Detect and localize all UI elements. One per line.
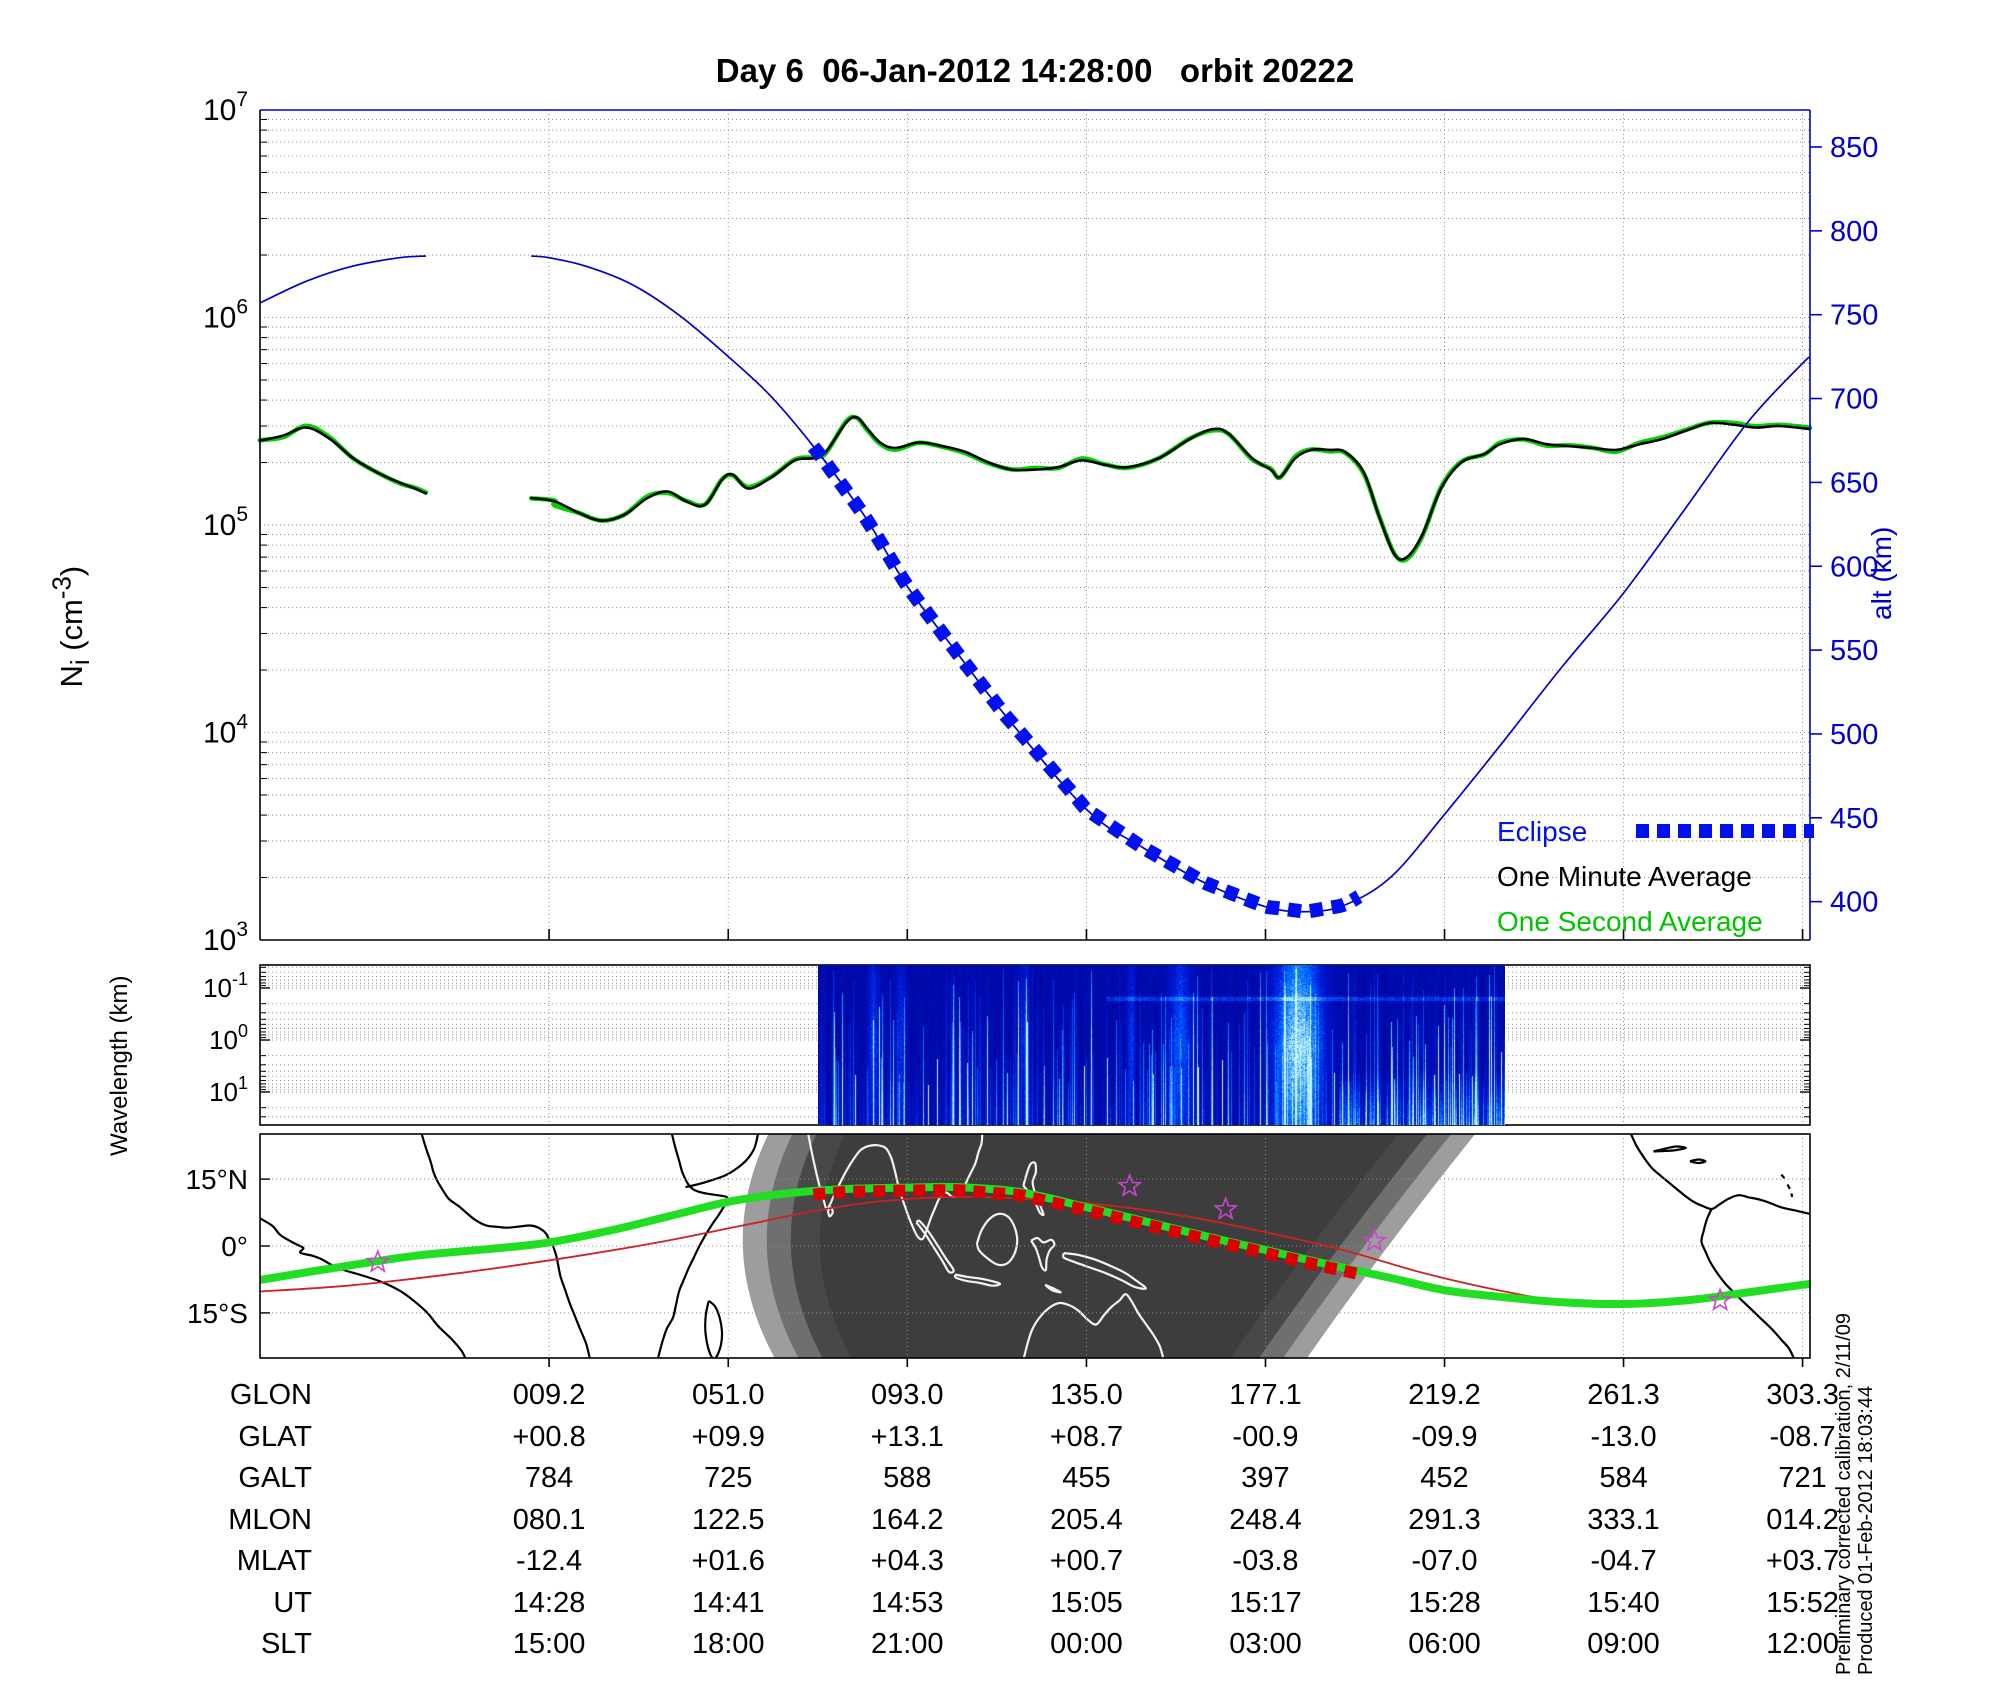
table-cell: 009.2 bbox=[512, 1379, 586, 1411]
altitude-tick-label: 400 bbox=[1830, 887, 1878, 919]
table-row-label: UT bbox=[273, 1586, 312, 1619]
table-cell: 219.2 bbox=[1408, 1379, 1481, 1411]
legend-eclipse-dash-sample bbox=[1636, 824, 1814, 838]
table-cell: -00.9 bbox=[1232, 1420, 1299, 1453]
table-row-label: GLON bbox=[229, 1379, 312, 1411]
table-cell: 784 bbox=[524, 1462, 574, 1494]
table-cell: 452 bbox=[1420, 1462, 1469, 1494]
table-row-label: SLT bbox=[260, 1628, 312, 1660]
table-cell: 333.1 bbox=[1587, 1503, 1660, 1536]
table-cell: 248.4 bbox=[1229, 1503, 1302, 1536]
table-cell: -13.0 bbox=[1590, 1420, 1657, 1453]
table-cell: 177.1 bbox=[1229, 1379, 1302, 1411]
map-lat-label: 15°S bbox=[187, 1298, 248, 1329]
table-cell: 06:00 bbox=[1408, 1628, 1481, 1660]
table-cell: 093.0 bbox=[870, 1379, 944, 1411]
table-row-label: GALT bbox=[238, 1462, 312, 1494]
map-lat-label: 0° bbox=[221, 1231, 248, 1262]
table-cell: +09.9 bbox=[691, 1420, 765, 1453]
table-cell: +03.7 bbox=[1765, 1545, 1840, 1577]
table-cell: 721 bbox=[1778, 1462, 1827, 1494]
legend-eclipse: Eclipse bbox=[1497, 816, 1588, 847]
table-cell: 21:00 bbox=[870, 1628, 944, 1660]
table-cell: 164.2 bbox=[870, 1503, 944, 1536]
table-cell: -07.0 bbox=[1411, 1545, 1478, 1577]
table-row-label: MLON bbox=[228, 1503, 312, 1536]
table-cell: 15:05 bbox=[1050, 1586, 1123, 1619]
table-cell: +13.1 bbox=[870, 1420, 944, 1453]
density-tick-label: 104 bbox=[203, 711, 248, 750]
table-cell: 18:00 bbox=[691, 1628, 765, 1660]
table-cell: 15:28 bbox=[1408, 1586, 1481, 1619]
table-cell: 397 bbox=[1241, 1462, 1290, 1494]
table-cell: 588 bbox=[883, 1462, 932, 1494]
table-cell: +01.6 bbox=[691, 1545, 765, 1577]
wavelength-tick-label: 101 bbox=[209, 1073, 248, 1107]
table-row-label: MLAT bbox=[236, 1545, 312, 1577]
altitude-tick-label: 800 bbox=[1830, 216, 1878, 248]
table-cell: -09.9 bbox=[1411, 1420, 1478, 1453]
page-title: Day 6 06-Jan-2012 14:28:00 orbit 20222 bbox=[715, 52, 1355, 89]
wavelength-tick-label: 100 bbox=[209, 1021, 248, 1055]
table-cell: 584 bbox=[1599, 1462, 1648, 1494]
altitude-tick-label: 750 bbox=[1830, 300, 1878, 332]
table-cell: 15:52 bbox=[1766, 1586, 1839, 1619]
legend-one-second: One Second Average bbox=[1497, 906, 1763, 937]
table-cell: 15:40 bbox=[1587, 1586, 1660, 1619]
table-cell: 15:00 bbox=[512, 1628, 586, 1660]
altitude-tick-label: 700 bbox=[1830, 384, 1878, 416]
table-cell: -04.7 bbox=[1590, 1545, 1657, 1577]
table-cell: 051.0 bbox=[691, 1379, 765, 1411]
table-cell: 15:17 bbox=[1229, 1586, 1302, 1619]
table-cell: 261.3 bbox=[1587, 1379, 1660, 1411]
wavelength-spectrogram bbox=[818, 965, 1505, 1125]
altitude-tick-label: 850 bbox=[1830, 132, 1878, 164]
table-cell: 09:00 bbox=[1587, 1628, 1660, 1660]
table-cell: 455 bbox=[1062, 1462, 1111, 1494]
table-cell: +04.3 bbox=[870, 1545, 944, 1577]
table-cell: -03.8 bbox=[1232, 1545, 1299, 1577]
table-cell: 122.5 bbox=[691, 1503, 765, 1536]
table-cell: 14:53 bbox=[870, 1586, 944, 1619]
density-tick-label: 103 bbox=[203, 918, 248, 957]
table-cell: +08.7 bbox=[1049, 1420, 1124, 1453]
density-tick-label: 107 bbox=[203, 88, 248, 127]
altitude-tick-label: 450 bbox=[1830, 803, 1878, 835]
table-cell: 303.3 bbox=[1766, 1379, 1839, 1411]
map-lat-label: 15°N bbox=[185, 1164, 248, 1195]
table-cell: 205.4 bbox=[1050, 1503, 1123, 1536]
altitude-tick-label: 600 bbox=[1830, 551, 1878, 583]
table-cell: 725 bbox=[704, 1462, 753, 1494]
legend-one-minute: One Minute Average bbox=[1497, 861, 1752, 892]
altitude-tick-label: 650 bbox=[1830, 467, 1878, 499]
altitude-tick-label: 550 bbox=[1830, 635, 1878, 667]
table-cell: 12:00 bbox=[1766, 1628, 1839, 1660]
density-tick-label: 105 bbox=[203, 503, 248, 542]
table-cell: 03:00 bbox=[1229, 1628, 1302, 1660]
wavelength-tick-label: 10-1 bbox=[203, 969, 248, 1003]
table-cell: 135.0 bbox=[1050, 1379, 1123, 1411]
table-cell: -12.4 bbox=[516, 1545, 583, 1577]
table-cell: +00.8 bbox=[512, 1420, 586, 1453]
table-cell: 014.2 bbox=[1766, 1503, 1839, 1536]
table-cell: +00.7 bbox=[1049, 1545, 1124, 1577]
table-cell: 080.1 bbox=[512, 1503, 586, 1536]
table-cell: 14:41 bbox=[691, 1586, 765, 1619]
altitude-tick-label: 500 bbox=[1830, 719, 1878, 751]
density-tick-label: 106 bbox=[203, 296, 248, 335]
table-cell: 00:00 bbox=[1050, 1628, 1123, 1660]
table-cell: -08.7 bbox=[1769, 1420, 1836, 1453]
table-cell: 14:28 bbox=[512, 1586, 586, 1619]
table-row-label: GLAT bbox=[238, 1420, 312, 1453]
table-cell: 291.3 bbox=[1408, 1503, 1481, 1536]
